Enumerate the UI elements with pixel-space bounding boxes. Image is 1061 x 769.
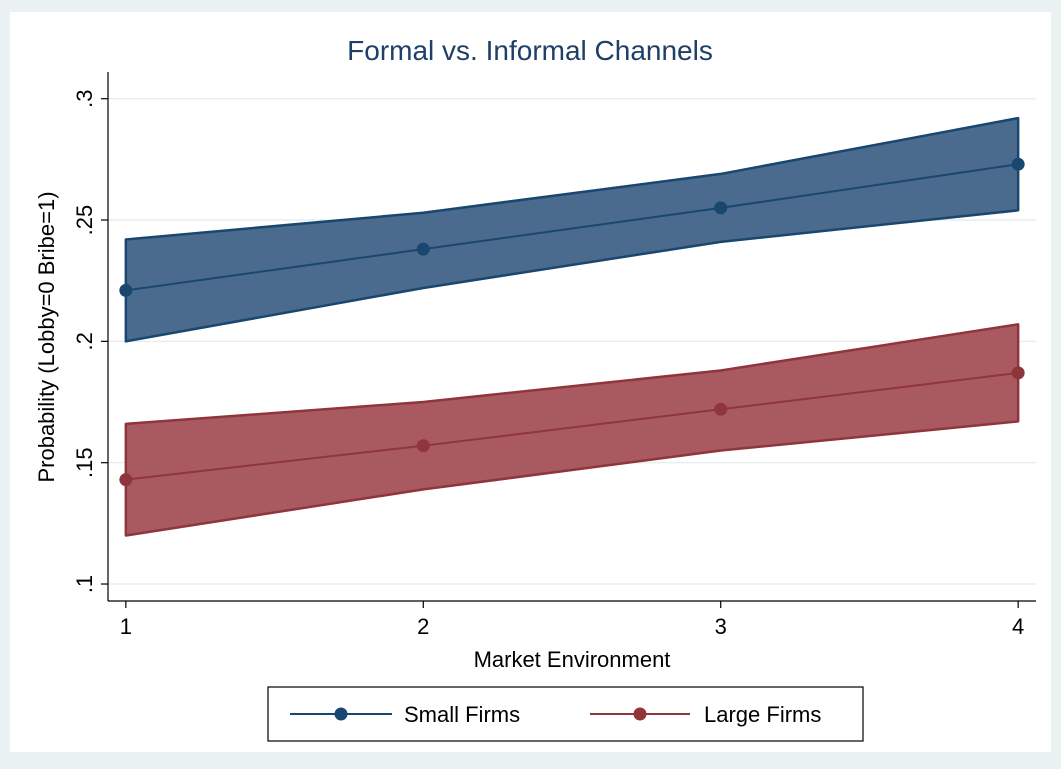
x-tick-label-0: 1 bbox=[120, 614, 132, 639]
point-series-1-1 bbox=[416, 439, 430, 453]
y-tick-label-1: .15 bbox=[72, 447, 97, 478]
point-series-0-1 bbox=[416, 242, 430, 256]
x-axis-title: Market Environment bbox=[474, 647, 671, 672]
legend: Small Firms Large Firms bbox=[267, 686, 864, 742]
x-tick-label-1: 2 bbox=[417, 614, 429, 639]
legend-marker-1 bbox=[633, 707, 647, 721]
point-series-1-3 bbox=[1011, 366, 1025, 380]
series-lines bbox=[119, 157, 1025, 487]
series-line-0 bbox=[125, 163, 1019, 292]
legend-marker-0 bbox=[334, 707, 348, 721]
point-series-0-2 bbox=[714, 201, 728, 215]
y-axis-title: Probability (Lobby=0 Bribe=1) bbox=[34, 191, 59, 482]
axes: .1 .15 .2 .25 .3 1 2 3 4 bbox=[72, 72, 1036, 639]
point-series-0-3 bbox=[1011, 157, 1025, 171]
series-line-1 bbox=[125, 371, 1019, 481]
point-series-1-2 bbox=[714, 402, 728, 416]
x-tick-label-3: 4 bbox=[1012, 614, 1024, 639]
ci-band-series-0 bbox=[124, 116, 1020, 343]
legend-label-1: Large Firms bbox=[704, 702, 821, 727]
chart-title: Formal vs. Informal Channels bbox=[347, 35, 713, 66]
y-tick-label-4: .3 bbox=[72, 90, 97, 108]
ci-band-series-1 bbox=[124, 323, 1020, 537]
confidence-bands bbox=[124, 116, 1020, 537]
point-series-1-0 bbox=[119, 473, 133, 487]
y-tick-label-0: .1 bbox=[72, 575, 97, 593]
x-tick-label-2: 3 bbox=[715, 614, 727, 639]
point-series-0-0 bbox=[119, 283, 133, 297]
y-tick-label-2: .2 bbox=[72, 332, 97, 350]
legend-label-0: Small Firms bbox=[404, 702, 520, 727]
y-tick-label-3: .25 bbox=[72, 205, 97, 236]
